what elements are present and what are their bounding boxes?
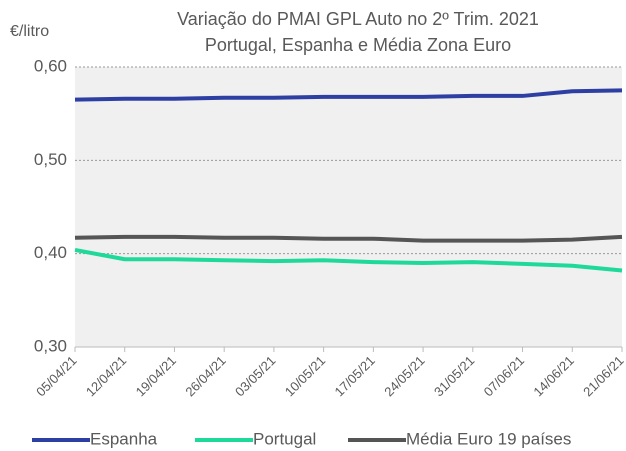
plot-area xyxy=(75,67,622,347)
x-tick-label: 24/05/21 xyxy=(381,353,427,399)
x-tick-label: 31/05/21 xyxy=(431,353,477,399)
y-tick-label: 0,50 xyxy=(34,150,67,169)
x-tick-label: 21/06/21 xyxy=(580,353,626,399)
chart-title: Variação do PMAI GPL Auto no 2º Trim. 20… xyxy=(177,9,539,29)
x-tick-label: 19/04/21 xyxy=(133,353,179,399)
legend-label: Espanha xyxy=(90,429,158,448)
x-tick-label: 14/06/21 xyxy=(530,353,576,399)
x-tick-label: 26/04/21 xyxy=(182,353,228,399)
x-tick-label: 03/05/21 xyxy=(232,353,278,399)
legend-label: Portugal xyxy=(253,429,316,448)
x-tick-label: 05/04/21 xyxy=(33,353,79,399)
y-tick-label: 0,60 xyxy=(34,56,67,75)
series-line xyxy=(74,247,623,273)
series-line xyxy=(74,234,623,243)
legend-label: Média Euro 19 países xyxy=(406,429,571,448)
y-tick-label: 0,30 xyxy=(34,336,67,355)
x-tick-label: 12/04/21 xyxy=(83,353,129,399)
x-tick-label: 17/05/21 xyxy=(332,353,378,399)
y-tick-label: 0,40 xyxy=(34,243,67,262)
y-axis-label: €/litro xyxy=(10,23,49,40)
chart-subtitle: Portugal, Espanha e Média Zona Euro xyxy=(205,35,511,55)
series-line xyxy=(74,88,623,102)
x-tick-label: 10/05/21 xyxy=(282,353,328,399)
x-tick-label: 07/06/21 xyxy=(481,353,527,399)
